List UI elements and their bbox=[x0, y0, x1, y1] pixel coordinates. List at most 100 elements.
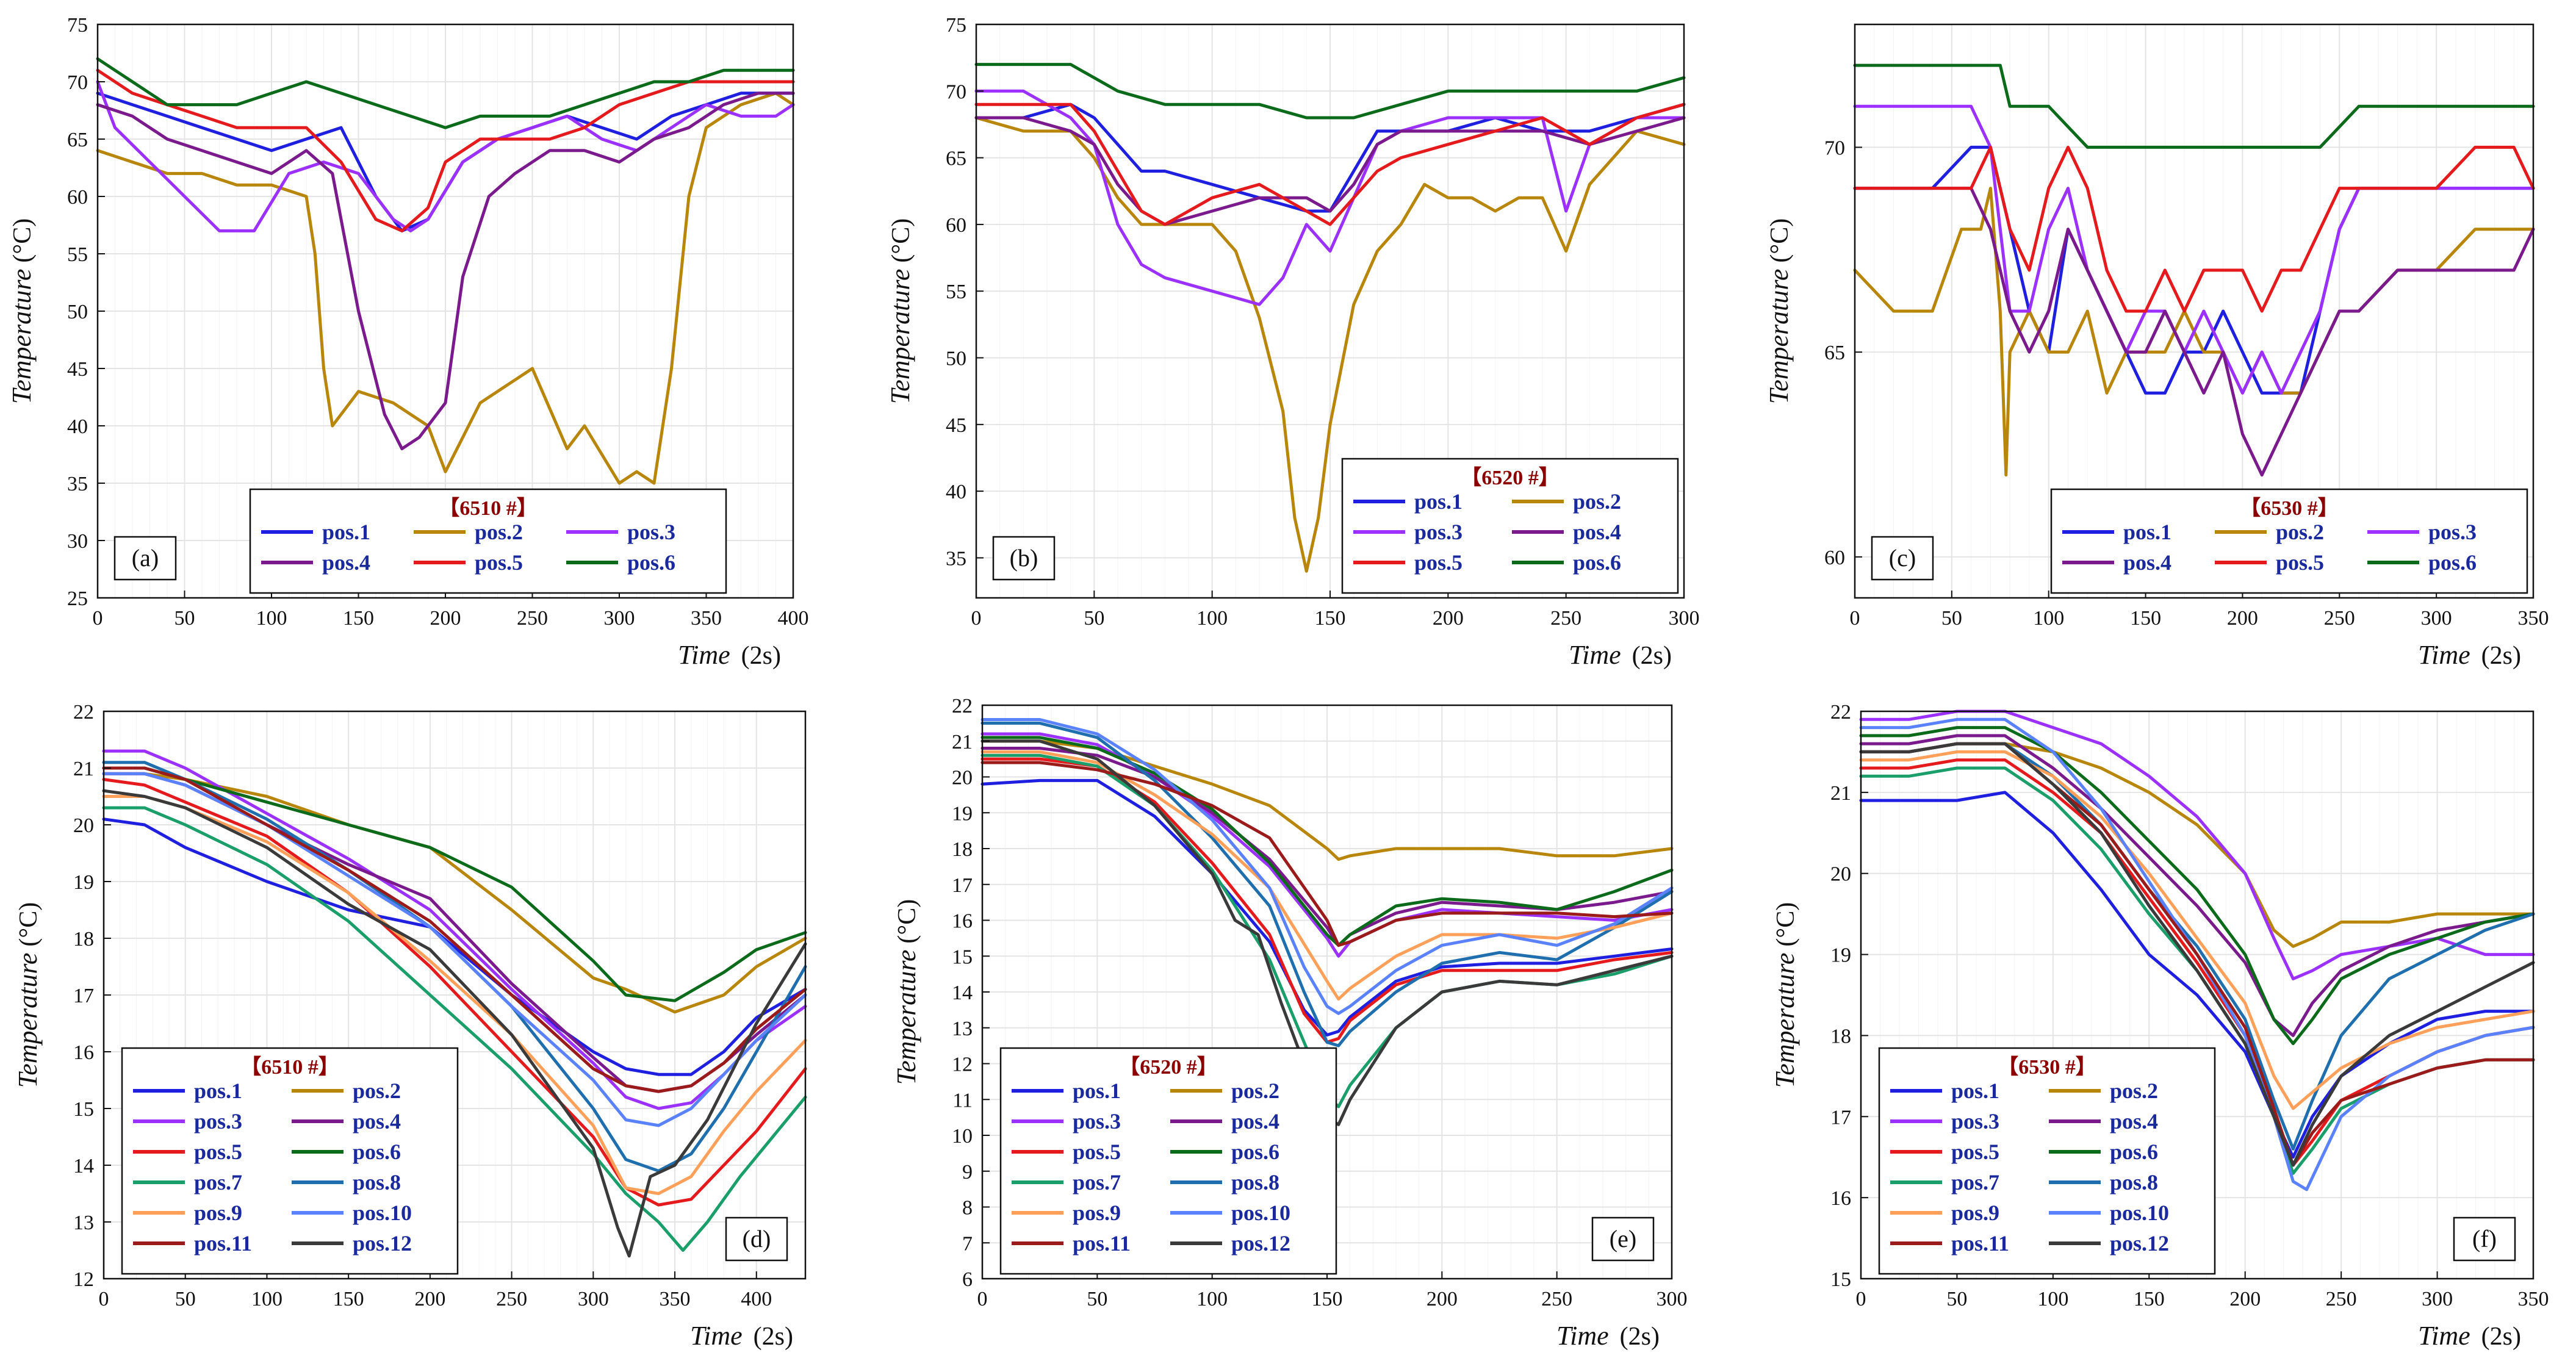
x-tick-label: 50 bbox=[174, 607, 195, 630]
y-tick-label: 40 bbox=[67, 415, 88, 438]
x-tick-label: 250 bbox=[2324, 607, 2355, 630]
x-tick-label: 150 bbox=[343, 607, 374, 630]
legend-label-pos-11: pos.11 bbox=[1073, 1231, 1131, 1256]
x-tick-label: 350 bbox=[660, 1288, 691, 1310]
panel-label: (b) bbox=[992, 536, 1056, 581]
panel-label-box bbox=[113, 536, 177, 581]
legend-label-pos-8: pos.8 bbox=[1231, 1170, 1279, 1195]
tick-labels: 0 50 100 150 200 250 300 350 400 12 13 14 15 16 17 18 19… bbox=[73, 701, 772, 1310]
x-tick-label: 300 bbox=[2422, 1288, 2453, 1310]
x-tick-label: 100 bbox=[251, 1288, 282, 1310]
y-tick-label: 55 bbox=[67, 243, 88, 266]
legend: 【6530 #】pos.1 pos.2 pos.3 pos.4 pos.5 pos.6 po… bbox=[1878, 1047, 2216, 1275]
y-tick-label: 18 bbox=[952, 838, 973, 861]
series-line-pos-2 bbox=[96, 92, 795, 485]
legend-label-pos-3: pos.3 bbox=[627, 520, 675, 544]
x-tick-label: 250 bbox=[517, 607, 548, 630]
series-line-pos-8 bbox=[980, 721, 1674, 1047]
legend-label-pos-11: pos.11 bbox=[1951, 1231, 2009, 1256]
legend-label-pos-6: pos.6 bbox=[353, 1140, 401, 1164]
x-tick-label: 250 bbox=[496, 1288, 527, 1310]
series-group bbox=[1853, 63, 2535, 477]
legend-title: 【6510 #】 bbox=[240, 1055, 339, 1079]
x-axis-title: Time bbox=[678, 640, 730, 670]
legend-label-pos-11: pos.11 bbox=[194, 1231, 252, 1256]
panel-label: (a) bbox=[113, 536, 177, 581]
series-line-pos-6 bbox=[96, 57, 795, 129]
legend-label-pos-6: pos.6 bbox=[2428, 550, 2477, 575]
y-tick-label: 21 bbox=[952, 731, 973, 753]
legend-label-pos-1: pos.1 bbox=[1073, 1079, 1121, 1103]
legend-title: 【6510 #】 bbox=[439, 497, 538, 520]
series-line-pos-10 bbox=[980, 718, 1674, 1015]
y-tick-label: 9 bbox=[962, 1161, 973, 1184]
x-tick-label: 100 bbox=[1196, 607, 1228, 630]
y-tick-label: 20 bbox=[1830, 863, 1851, 886]
legend: 【6510 #】 pos.1 pos.2 pos.3 pos.4 pos.5 pos.6 bbox=[249, 488, 727, 594]
legend-label-pos-1: pos.1 bbox=[194, 1079, 242, 1103]
x-tick-label: 300 bbox=[604, 607, 635, 630]
legend-label-pos-1: pos.1 bbox=[1951, 1079, 1999, 1103]
tick-labels: 0 50 100 150 200 250 300 350 15 16 17 18 19 20 21 22 bbox=[1830, 701, 2549, 1310]
series-line-pos-6 bbox=[974, 63, 1686, 120]
y-tick-label: 22 bbox=[1830, 701, 1851, 724]
legend-label-pos-9: pos.9 bbox=[1073, 1201, 1121, 1225]
panel-label: (f) bbox=[2453, 1216, 2516, 1262]
legend-box bbox=[1878, 1047, 2216, 1275]
legend-label-pos-3: pos.3 bbox=[1951, 1109, 1999, 1133]
x-tick-label: 250 bbox=[1541, 1288, 1572, 1310]
x-tick-label: 150 bbox=[2130, 607, 2161, 630]
x-tick-label: 300 bbox=[578, 1288, 609, 1310]
legend-label-pos-10: pos.10 bbox=[2110, 1201, 2169, 1225]
x-axis-unit: (2s) bbox=[754, 1323, 793, 1351]
x-axis-unit: (2s) bbox=[2481, 1323, 2521, 1351]
x-tick-label: 200 bbox=[2227, 607, 2258, 630]
series-group bbox=[1859, 710, 2535, 1191]
legend-label-pos-6: pos.6 bbox=[1573, 550, 1621, 575]
y-tick-label: 13 bbox=[73, 1212, 94, 1234]
x-axis-label: Time (2s) bbox=[690, 1321, 793, 1351]
y-tick-label: 14 bbox=[73, 1155, 94, 1177]
y-tick-label: 65 bbox=[1824, 342, 1845, 364]
x-tick-label: 150 bbox=[1312, 1288, 1343, 1310]
y-axis-title: Temperature bbox=[885, 269, 915, 404]
x-tick-label: 400 bbox=[741, 1288, 772, 1310]
panel-label-text: (b) bbox=[1010, 544, 1038, 572]
x-tick-label: 250 bbox=[2326, 1288, 2357, 1310]
series-group bbox=[96, 57, 795, 485]
series-group bbox=[102, 749, 807, 1258]
legend-title: 【6520 #】 bbox=[1461, 466, 1560, 489]
x-axis-unit: (2s) bbox=[1632, 642, 1672, 670]
y-tick-label: 11 bbox=[952, 1089, 973, 1112]
x-tick-label: 350 bbox=[2518, 607, 2549, 630]
x-tick-label: 200 bbox=[1427, 1288, 1458, 1310]
y-tick-label: 16 bbox=[952, 910, 973, 933]
x-tick-label: 250 bbox=[1550, 607, 1581, 630]
y-axis-unit: (°C) bbox=[887, 218, 915, 263]
x-tick-label: 400 bbox=[778, 607, 809, 630]
legend-box bbox=[2050, 488, 2528, 594]
x-axis-label: Time (2s) bbox=[678, 640, 781, 670]
x-tick-label: 150 bbox=[333, 1288, 364, 1310]
panel-label-box bbox=[2453, 1216, 2516, 1262]
x-tick-label: 50 bbox=[175, 1288, 196, 1310]
series-group bbox=[980, 718, 1674, 1126]
y-axis-title: Temperature bbox=[1770, 953, 1800, 1088]
x-tick-label: 0 bbox=[977, 1288, 988, 1310]
y-tick-label: 18 bbox=[1830, 1025, 1851, 1047]
y-tick-label: 10 bbox=[952, 1125, 973, 1148]
x-tick-label: 0 bbox=[99, 1288, 109, 1310]
legend-label-pos-12: pos.12 bbox=[353, 1231, 412, 1256]
y-tick-label: 50 bbox=[67, 301, 88, 323]
panel-label-text: (f) bbox=[2472, 1225, 2497, 1252]
y-tick-label: 65 bbox=[67, 129, 88, 151]
panel-label-box bbox=[992, 536, 1056, 581]
chart-panel-b: 0 50 100 150 200 250 300 35 40 45 50 55 60 65 70 75 Time… bbox=[885, 14, 1700, 670]
y-axis-title: Temperature bbox=[891, 950, 921, 1085]
x-axis-label: Time (2s) bbox=[2418, 640, 2521, 670]
legend-label-pos-1: pos.1 bbox=[1414, 489, 1462, 514]
x-tick-label: 150 bbox=[2134, 1288, 2165, 1310]
y-tick-label: 30 bbox=[67, 530, 88, 553]
legend-label-pos-6: pos.6 bbox=[1231, 1140, 1279, 1164]
x-axis-title: Time bbox=[2418, 1321, 2470, 1351]
